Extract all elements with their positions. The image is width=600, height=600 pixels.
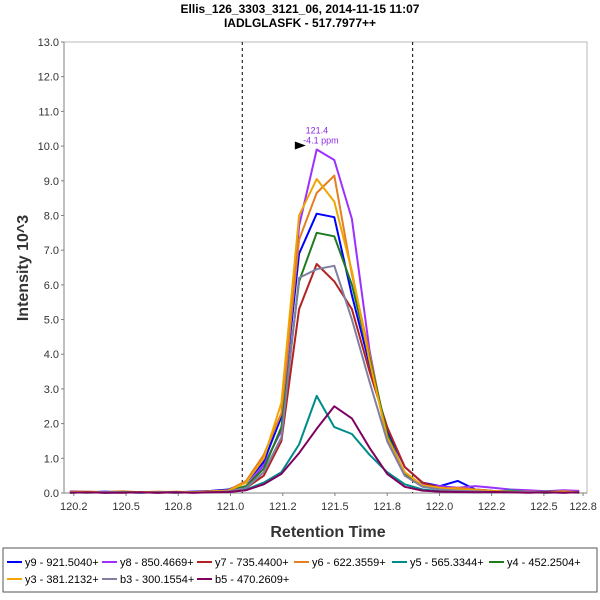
y-tick-label: 13.0 (38, 37, 59, 49)
series-line (69, 263, 580, 494)
y-tick-label: 3.0 (44, 384, 59, 396)
legend-entry: b3 - 300.1554+ (120, 574, 194, 586)
y-tick-label: 9.0 (44, 176, 59, 188)
series-line (69, 174, 580, 494)
x-tick-label: 121.5 (321, 501, 349, 513)
apex-rt-label: 121.4 (306, 126, 329, 136)
x-tick-label: 122.0 (426, 501, 454, 513)
legend-entry: y6 - 622.3559+ (312, 557, 386, 569)
y-tick-label: 11.0 (38, 106, 59, 118)
series-line (69, 405, 580, 494)
x-tick-label: 121.8 (373, 501, 401, 513)
x-tick-label: 120.2 (60, 501, 88, 513)
apex-ppm-label: -4.1 ppm (303, 136, 339, 146)
chart-title: Ellis_126_3303_3121_06, 2014-11-15 11:07 (181, 2, 420, 16)
series-line (69, 264, 580, 494)
legend-entry: y7 - 735.4400+ (215, 557, 289, 569)
y-tick-label: 0.0 (44, 488, 59, 500)
legend-entry: y5 - 565.3344+ (410, 557, 484, 569)
x-axis-label: Retention Time (270, 524, 385, 541)
legend-box (2, 547, 598, 593)
series-line (69, 394, 580, 494)
x-tick-label: 120.8 (164, 501, 192, 513)
y-tick-label: 12.0 (38, 72, 59, 84)
legend-entry: y8 - 850.4669+ (120, 557, 194, 569)
y-tick-label: 8.0 (44, 210, 59, 222)
legend-entry: y9 - 921.5040+ (25, 557, 99, 569)
y-tick-label: 7.0 (44, 245, 59, 257)
x-tick-label: 121.0 (217, 501, 245, 513)
y-tick-label: 2.0 (44, 419, 59, 431)
y-tick-label: 4.0 (44, 349, 59, 361)
y-tick-label: 5.0 (44, 315, 59, 327)
y-tick-label: 10.0 (38, 141, 59, 153)
legend-entry: y4 - 452.2504+ (507, 557, 581, 569)
y-axis-label: Intensity 10^3 (15, 215, 32, 321)
apex-marker-icon (294, 141, 306, 150)
x-tick-label: 122.2 (478, 501, 506, 513)
x-tick-label: 120.5 (112, 501, 140, 513)
chart-subtitle: IADLGLASFK - 517.7977++ (224, 16, 376, 30)
x-tick-label: 121.2 (269, 501, 297, 513)
y-tick-label: 1.0 (44, 453, 59, 465)
series-line (69, 148, 580, 494)
x-tick-label: 122.5 (530, 501, 558, 513)
x-tick-label: 122.8 (569, 501, 597, 513)
y-tick-label: 6.0 (44, 280, 59, 292)
series-line (69, 178, 580, 494)
legend-entry: b5 - 470.2609+ (215, 574, 289, 586)
series-line (69, 212, 580, 494)
legend-entry: y3 - 381.2132+ (25, 574, 99, 586)
